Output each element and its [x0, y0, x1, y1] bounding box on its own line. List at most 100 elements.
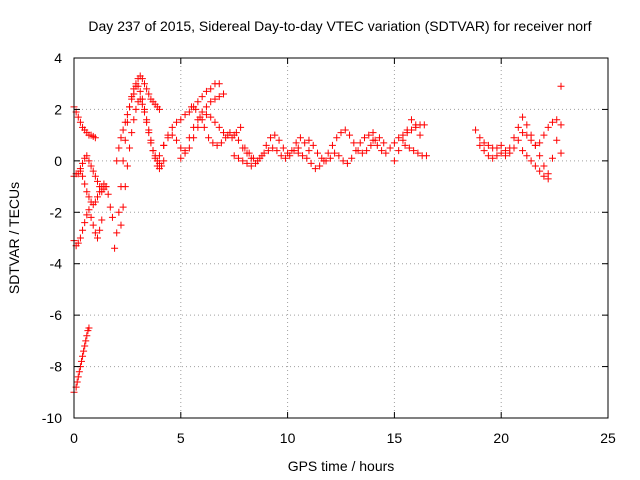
x-axis-label: GPS time / hours: [288, 458, 395, 474]
data-point: [299, 152, 307, 160]
data-point: [553, 136, 561, 144]
data-point: [288, 147, 296, 155]
y-tick-label: 4: [54, 50, 62, 66]
data-point: [544, 123, 552, 131]
data-point: [333, 134, 341, 142]
data-point: [205, 134, 213, 142]
data-point: [138, 75, 146, 83]
data-point: [85, 157, 93, 165]
y-tick-label: -4: [50, 256, 63, 272]
data-point: [234, 136, 242, 144]
data-point: [138, 100, 146, 108]
data-point: [198, 93, 206, 101]
data-point: [472, 126, 480, 134]
data-point: [76, 234, 84, 242]
series-arc-6: [111, 72, 163, 252]
data-point: [74, 113, 82, 121]
data-point: [395, 147, 403, 155]
data-point: [76, 167, 84, 175]
data-point: [536, 167, 544, 175]
data-point: [181, 147, 189, 155]
data-point: [273, 147, 281, 155]
data-point: [241, 144, 249, 152]
data-point: [230, 131, 238, 139]
plot-frame: [73, 57, 609, 419]
data-point: [401, 141, 409, 149]
data-point: [108, 213, 116, 221]
data-point: [230, 152, 238, 160]
data-point: [91, 134, 99, 142]
data-point: [149, 147, 157, 155]
data-point: [200, 123, 208, 131]
data-point: [155, 159, 163, 167]
data-point: [375, 134, 383, 142]
data-point: [258, 152, 266, 160]
data-point: [207, 113, 215, 121]
chart-title: Day 237 of 2015, Sidereal Day-to-day VTE…: [88, 18, 591, 34]
series-arc-22: [519, 147, 552, 183]
data-point: [294, 149, 302, 157]
data-point: [531, 141, 539, 149]
data-point: [307, 159, 315, 167]
data-point: [196, 113, 204, 121]
data-point: [277, 152, 285, 160]
series-arc-18: [390, 116, 424, 165]
gridlines: [74, 58, 608, 418]
data-point: [314, 149, 322, 157]
data-point: [331, 149, 339, 157]
data-point: [209, 139, 217, 147]
data-point: [202, 87, 210, 95]
data-point: [87, 213, 95, 221]
data-point: [215, 80, 223, 88]
data-point: [536, 139, 544, 147]
data-point: [420, 121, 428, 129]
x-tick-labels: 0 5 10 15 20 25: [70, 430, 616, 446]
series-arc-12: [187, 103, 255, 162]
data-point: [249, 154, 257, 162]
data-point: [519, 113, 527, 121]
data-point: [493, 152, 501, 160]
data-point: [279, 144, 287, 152]
data-point: [352, 147, 360, 155]
data-point: [177, 154, 185, 162]
data-point: [155, 152, 163, 160]
data-point: [217, 139, 225, 147]
data-point: [140, 108, 148, 116]
series-arc-8: [117, 95, 163, 229]
data-point: [262, 141, 270, 149]
data-point: [220, 129, 228, 137]
series-arc-5: [70, 324, 93, 396]
data-point: [527, 157, 535, 165]
y-tick-label: -6: [50, 307, 63, 323]
data-point: [378, 147, 386, 155]
data-point: [113, 229, 121, 237]
data-point: [130, 116, 138, 124]
data-point: [83, 332, 91, 340]
data-point: [104, 190, 112, 198]
data-point: [346, 131, 354, 139]
data-point: [177, 144, 185, 152]
data-point: [405, 144, 413, 152]
data-point: [79, 172, 87, 180]
data-point: [343, 159, 351, 167]
data-point: [540, 172, 548, 180]
y-tick-label: 0: [54, 153, 62, 169]
data-point: [123, 111, 131, 119]
data-point: [271, 131, 279, 139]
data-point: [412, 121, 420, 129]
y-tick-label: 2: [54, 101, 62, 117]
data-point: [140, 80, 148, 88]
data-point: [395, 134, 403, 142]
data-point: [324, 149, 332, 157]
data-point: [360, 134, 368, 142]
data-point: [177, 116, 185, 124]
data-point: [557, 121, 565, 129]
data-point: [211, 95, 219, 103]
data-point: [213, 141, 221, 149]
data-point: [81, 180, 89, 188]
data-point: [348, 154, 356, 162]
data-point: [373, 141, 381, 149]
data-point: [168, 123, 176, 131]
data-point: [164, 134, 172, 142]
series-arc-14: [241, 131, 313, 165]
